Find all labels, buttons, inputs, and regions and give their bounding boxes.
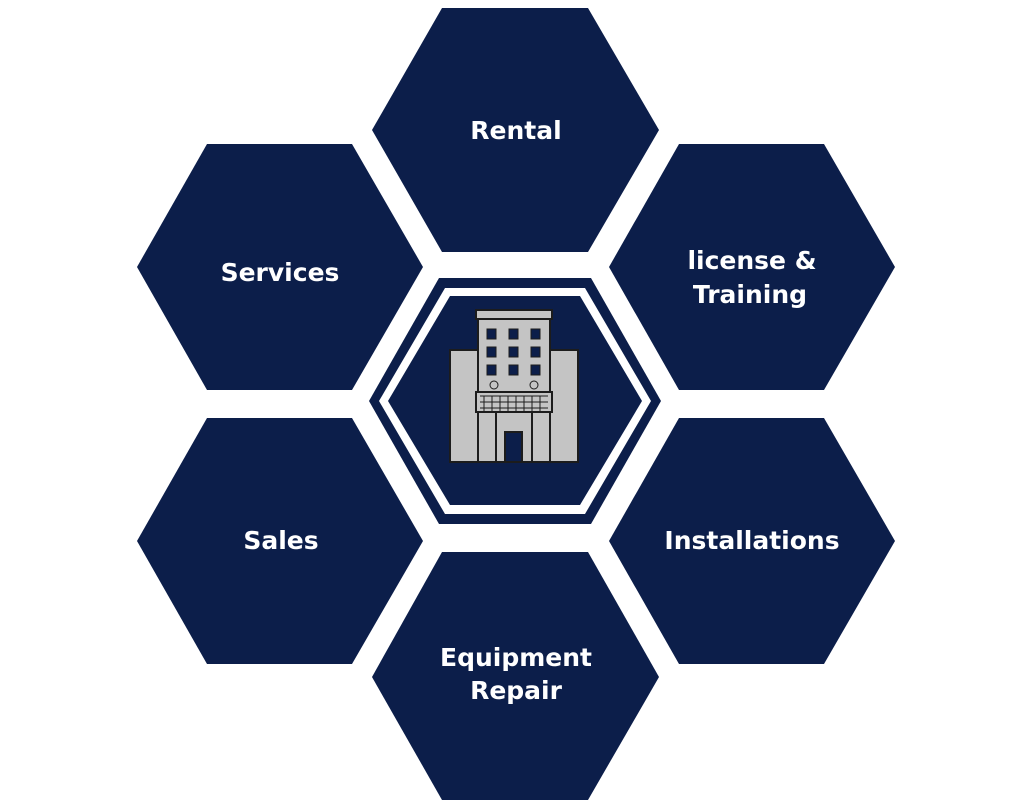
hexagon-equipment-repair-label-line2: Repair xyxy=(470,676,563,705)
hexagon-sales-label: Sales xyxy=(243,526,318,555)
hexagon-equipment-repair-shape xyxy=(372,552,659,800)
hexagon-sales-shape xyxy=(137,418,423,664)
hexagon-equipment-repair-label-line1: Equipment xyxy=(440,643,592,672)
hexagon-license-training-label-line2: Training xyxy=(693,280,807,309)
hexagon-equipment-repair: Equipment Repair xyxy=(372,552,659,800)
hexagon-rental-shape xyxy=(372,8,659,252)
building-icon xyxy=(449,309,579,463)
hexagon-license-training: license & Training xyxy=(609,144,895,390)
hexagon-license-training-label-line1: license & xyxy=(687,246,816,275)
hexagon-services: Services xyxy=(137,144,423,390)
hexagon-installations-shape xyxy=(609,418,895,664)
hexagon-sales: Sales xyxy=(137,418,423,664)
hexagon-rental: Rental xyxy=(372,8,659,252)
hexagon-license-training-shape xyxy=(609,144,895,390)
hexagon-installations: Installations xyxy=(609,418,895,664)
hexagon-installations-label: Installations xyxy=(664,526,839,555)
hexagon-services-shape xyxy=(137,144,423,390)
hexagon-services-label: Services xyxy=(221,258,340,287)
hexagon-rental-label: Rental xyxy=(470,116,561,145)
